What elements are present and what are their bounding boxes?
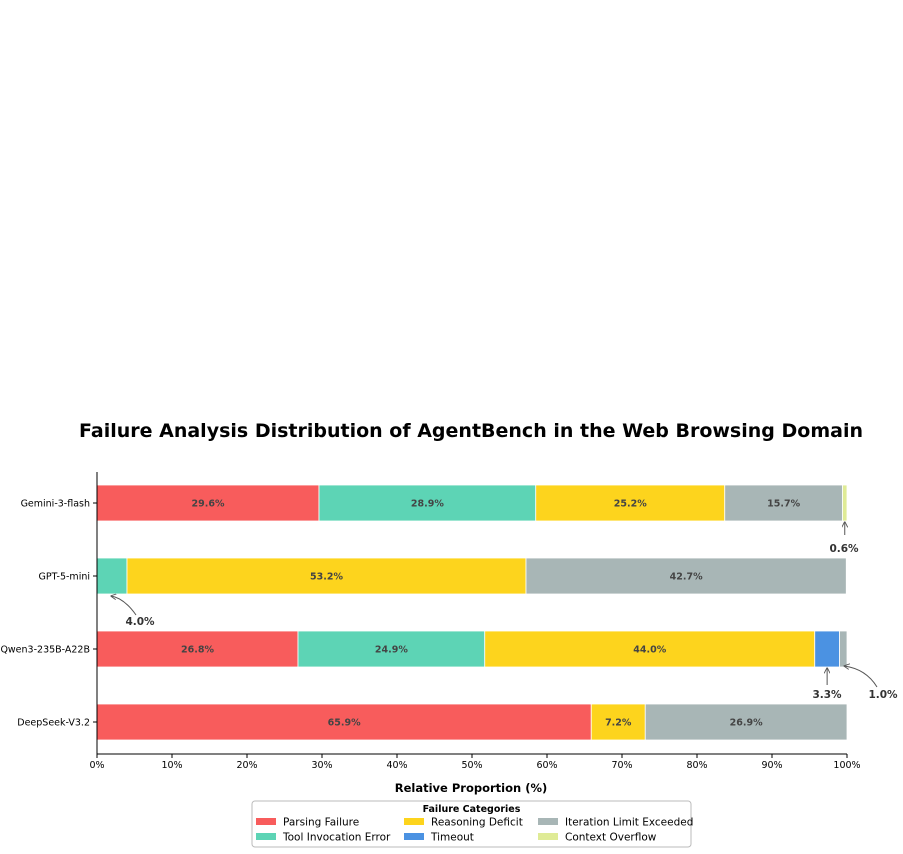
- x-tick-label: 80%: [686, 760, 707, 771]
- legend-swatch: [538, 833, 558, 840]
- chart-title: Failure Analysis Distribution of AgentBe…: [79, 420, 863, 442]
- bar-label: 26.9%: [730, 718, 763, 729]
- x-tick-label: 20%: [236, 760, 257, 771]
- x-tick-label: 0%: [89, 760, 104, 771]
- legend-swatch: [256, 818, 276, 825]
- x-tick-label: 30%: [311, 760, 332, 771]
- annotation-label: 3.3%: [812, 689, 842, 701]
- bar-label: 53.2%: [310, 572, 343, 583]
- legend: Failure Categories Parsing Failure Tool In…: [251, 800, 693, 848]
- bar-label: 25.2%: [614, 499, 647, 510]
- bar-label: 65.9%: [328, 718, 361, 729]
- x-axis-label: Relative Proportion (%): [395, 781, 547, 795]
- legend-item-label: Tool Invocation Error: [282, 832, 391, 844]
- x-tick-label: 90%: [761, 760, 782, 771]
- annotation-label: 4.0%: [125, 616, 155, 628]
- x-tick-label: 60%: [536, 760, 557, 771]
- bar-reasoning-deficit-0: [535, 484, 726, 522]
- legend-item-label: Reasoning Deficit: [431, 817, 523, 829]
- legend-swatch: [404, 818, 424, 825]
- bar-iteration-limit-exceeded-1: [525, 557, 847, 595]
- legend-swatch: [256, 833, 276, 840]
- bar-label: 44.0%: [633, 645, 666, 656]
- annotation-arrow: [844, 666, 878, 688]
- bar-tool-invocation-error-1: [96, 557, 128, 595]
- y-tick-label: Qwen3-235B-A22B: [0, 645, 90, 656]
- legend-item-label: Context Overflow: [565, 832, 657, 844]
- bar-parsing-failure-0: [96, 484, 320, 522]
- bar-tool-invocation-error-0: [318, 484, 537, 522]
- bar-parsing-failure-2: [96, 630, 299, 668]
- annotation-arrow: [111, 596, 137, 616]
- y-tick-label: DeepSeek-V3.2: [17, 718, 90, 729]
- annotation-label: 1.0%: [868, 689, 898, 701]
- legend-frame: [251, 800, 692, 848]
- x-tick-label: 40%: [386, 760, 407, 771]
- bar-parsing-failure-3: [96, 703, 592, 741]
- x-tick-label: 70%: [611, 760, 632, 771]
- legend-title: Failure Categories: [423, 804, 521, 815]
- bar-tool-invocation-error-2: [297, 630, 486, 668]
- bar-label: 24.9%: [375, 645, 408, 656]
- bar-iteration-limit-exceeded-0: [724, 484, 843, 522]
- y-tick-label: Gemini-3-flash: [21, 499, 90, 510]
- bar-timeout-2: [814, 630, 840, 668]
- bar-label: 28.9%: [411, 499, 444, 510]
- legend-swatch: [404, 833, 424, 840]
- bar-reasoning-deficit-2: [484, 630, 816, 668]
- bar-context-overflow-0: [842, 484, 848, 522]
- legend-item-label: Iteration Limit Exceeded: [565, 817, 693, 829]
- bar-label: 15.7%: [767, 499, 800, 510]
- legend-item-label: Parsing Failure: [283, 817, 359, 829]
- y-tick-label: GPT-5-mini: [39, 572, 90, 583]
- bar-iteration-limit-exceeded-3: [644, 703, 848, 741]
- annotation-label: 0.6%: [829, 543, 859, 555]
- x-tick-label: 50%: [461, 760, 482, 771]
- x-tick-label: 10%: [161, 760, 182, 771]
- bar-label: 29.6%: [192, 499, 225, 510]
- bar-iteration-limit-exceeded-2: [839, 630, 848, 668]
- legend-item-label: Timeout: [430, 832, 474, 844]
- legend-swatch: [538, 818, 558, 825]
- bar-label: 26.8%: [181, 645, 214, 656]
- bar-label: 7.2%: [605, 718, 632, 729]
- bar-label: 42.7%: [670, 572, 703, 583]
- bar-reasoning-deficit-1: [126, 557, 527, 595]
- x-tick-label: 100%: [833, 760, 860, 771]
